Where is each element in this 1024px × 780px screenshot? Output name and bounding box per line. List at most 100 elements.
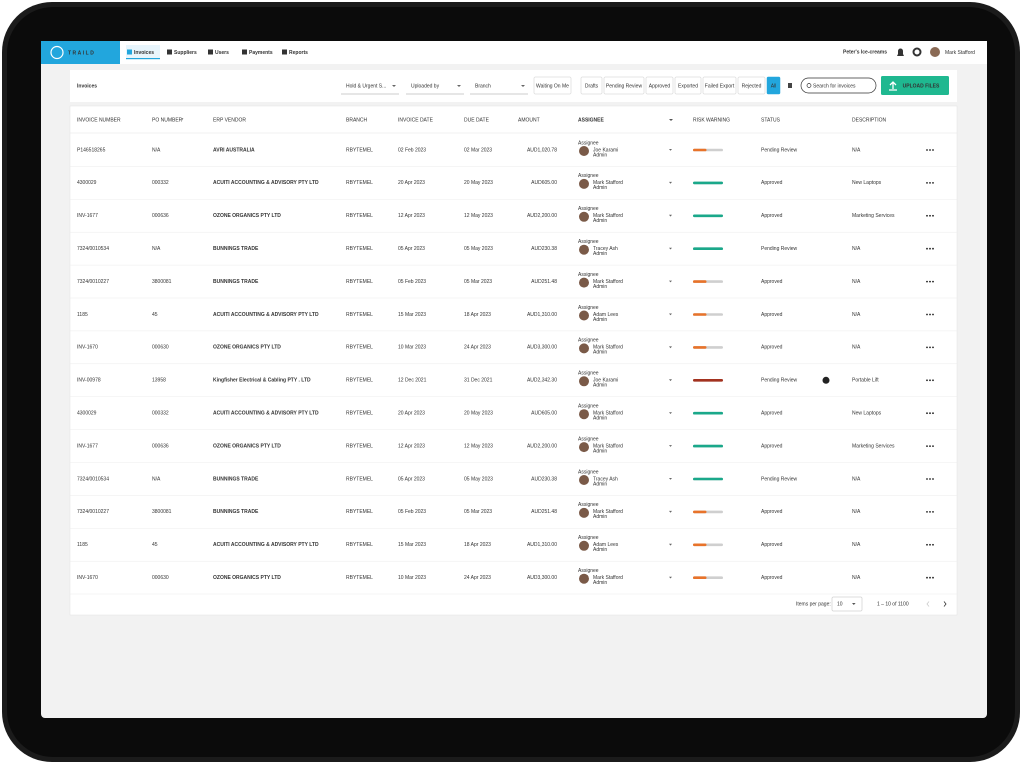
assignee-dropdown[interactable]: [669, 445, 672, 447]
row-menu-dot[interactable]: [932, 149, 934, 151]
invoice-number[interactable]: 1185: [77, 542, 88, 548]
invoice-number[interactable]: 7324/0010227: [77, 509, 109, 515]
erp-vendor[interactable]: OZONE ORGANICS PTY LTD: [213, 443, 281, 449]
row-menu-dot[interactable]: [932, 379, 934, 382]
assignee-dropdown[interactable]: [669, 576, 672, 579]
erp-vendor[interactable]: AVRI AUSTRALIA: [213, 147, 255, 153]
row-menu-dot[interactable]: [929, 280, 931, 283]
row-menu-dot[interactable]: [926, 280, 928, 283]
row-menu-dot[interactable]: [929, 576, 931, 579]
row-menu-dot[interactable]: [932, 543, 934, 546]
row-menu-dot[interactable]: [926, 149, 928, 151]
erp-vendor[interactable]: OZONE ORGANICS PTY LTD: [213, 575, 281, 581]
assignee-dropdown[interactable]: [669, 543, 672, 546]
row-menu-dot[interactable]: [926, 214, 928, 217]
assignee-dropdown[interactable]: [669, 214, 672, 217]
row-menu-dot[interactable]: [932, 412, 934, 415]
invoice-number[interactable]: 7324/0010534: [77, 476, 109, 482]
filter-select[interactable]: Hold & Urgent S...: [346, 83, 386, 89]
assignee-dropdown[interactable]: [669, 247, 672, 250]
row-menu-dot[interactable]: [926, 412, 928, 415]
row-menu-dot[interactable]: [932, 280, 934, 283]
row-menu-dot[interactable]: [929, 379, 931, 382]
row-menu-dot[interactable]: [929, 478, 931, 480]
filter-select[interactable]: Branch: [475, 83, 491, 89]
row-menu-dot[interactable]: [932, 182, 934, 184]
row-menu-dot[interactable]: [926, 182, 928, 184]
row-menu-dot[interactable]: [926, 346, 928, 349]
status-filter[interactable]: Failed Export: [705, 83, 735, 89]
row-menu-dot[interactable]: [932, 445, 934, 447]
erp-vendor[interactable]: OZONE ORGANICS PTY LTD: [213, 345, 281, 351]
invoice-number[interactable]: 1185: [77, 312, 88, 318]
row-menu-dot[interactable]: [926, 478, 928, 480]
row-menu-dot[interactable]: [926, 247, 928, 250]
erp-vendor[interactable]: OZONE ORGANICS PTY LTD: [213, 213, 281, 219]
invoice-number[interactable]: INV-1670: [77, 345, 98, 351]
assignee-dropdown[interactable]: [669, 346, 672, 349]
invoice-number[interactable]: 7324/0010534: [77, 246, 109, 252]
erp-vendor[interactable]: ACUITI ACCOUNTING & ADVISORY PTY LTD: [213, 312, 319, 318]
nav-tab[interactable]: Reports: [289, 50, 308, 56]
row-menu-dot[interactable]: [926, 445, 928, 447]
row-menu-dot[interactable]: [926, 313, 928, 316]
row-menu-dot[interactable]: [929, 313, 931, 316]
row-menu-dot[interactable]: [926, 379, 928, 382]
row-menu-dot[interactable]: [929, 346, 931, 349]
invoice-number[interactable]: INV-1677: [77, 213, 98, 219]
trash-icon[interactable]: [788, 83, 792, 88]
row-menu-dot[interactable]: [929, 149, 931, 151]
erp-vendor[interactable]: ACUITI ACCOUNTING & ADVISORY PTY LTD: [213, 180, 319, 186]
status-filter[interactable]: Drafts: [585, 83, 599, 89]
status-filter[interactable]: Pending Review: [606, 83, 643, 89]
status-filter[interactable]: Exported: [678, 83, 698, 89]
upload-button[interactable]: [881, 76, 949, 95]
upload-label[interactable]: UPLOAD FILES: [903, 83, 940, 89]
erp-vendor[interactable]: ACUITI ACCOUNTING & ADVISORY PTY LTD: [213, 542, 319, 548]
invoice-number[interactable]: INV-00978: [77, 378, 101, 384]
items-select[interactable]: [831, 596, 863, 612]
nav-tab[interactable]: Payments: [249, 50, 273, 56]
row-menu-dot[interactable]: [929, 412, 931, 415]
search-placeholder[interactable]: Search for invoices: [813, 83, 856, 89]
invoice-number[interactable]: INV-1670: [77, 575, 98, 581]
nav-tab[interactable]: Invoices: [134, 50, 154, 56]
nav-tab[interactable]: Suppliers: [174, 50, 197, 56]
assignee-dropdown[interactable]: [669, 181, 672, 184]
row-menu-dot[interactable]: [929, 511, 931, 513]
status-filter[interactable]: Approved: [649, 83, 671, 89]
row-menu-dot[interactable]: [929, 543, 931, 546]
erp-vendor[interactable]: BUNNINGS TRADE: [213, 509, 259, 515]
assignee-dropdown[interactable]: [669, 313, 672, 316]
invoice-number[interactable]: 7324/0010227: [77, 279, 109, 285]
row-menu-dot[interactable]: [932, 478, 934, 480]
assignee-dropdown[interactable]: [669, 280, 672, 283]
status-filter[interactable]: Rejected: [742, 83, 762, 89]
invoice-number[interactable]: 4300029: [77, 411, 97, 417]
erp-vendor[interactable]: BUNNINGS TRADE: [213, 279, 259, 285]
row-menu-dot[interactable]: [932, 576, 934, 579]
assignee-dropdown[interactable]: [669, 149, 672, 151]
status-filter[interactable]: All: [771, 83, 777, 89]
filter-select[interactable]: Uploaded by: [411, 83, 440, 89]
row-menu-dot[interactable]: [926, 576, 928, 579]
invoice-number[interactable]: P146518265: [77, 147, 106, 153]
row-menu-dot[interactable]: [932, 313, 934, 316]
invoice-number[interactable]: 4300029: [77, 180, 97, 186]
waiting-label[interactable]: Waiting On Me: [536, 83, 569, 89]
row-menu-dot[interactable]: [929, 247, 931, 250]
row-menu-dot[interactable]: [932, 346, 934, 349]
row-menu-dot[interactable]: [929, 214, 931, 217]
row-menu-dot[interactable]: [932, 511, 934, 513]
erp-vendor[interactable]: ACUITI ACCOUNTING & ADVISORY PTY LTD: [213, 411, 319, 417]
row-menu-dot[interactable]: [929, 182, 931, 184]
row-menu-dot[interactable]: [926, 543, 928, 546]
invoice-number[interactable]: INV-1677: [77, 443, 98, 449]
settings-icon[interactable]: [912, 47, 922, 57]
row-menu-dot[interactable]: [932, 214, 934, 217]
erp-vendor[interactable]: Kingfisher Electrical & Cabling PTY . LT…: [213, 378, 311, 384]
erp-vendor[interactable]: BUNNINGS TRADE: [213, 476, 259, 482]
erp-vendor[interactable]: BUNNINGS TRADE: [213, 246, 259, 252]
row-menu-dot[interactable]: [929, 445, 931, 447]
assignee-dropdown[interactable]: [669, 510, 672, 513]
